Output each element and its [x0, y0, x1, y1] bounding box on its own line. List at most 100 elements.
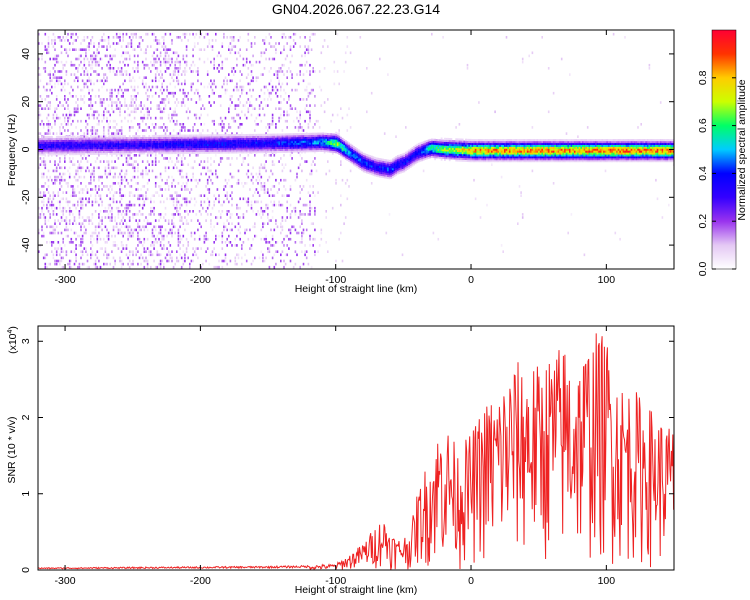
heatmap-cell — [137, 63, 139, 67]
heatmap-cell — [292, 137, 295, 140]
heatmap-cell — [245, 48, 248, 51]
heatmap-cell — [104, 107, 107, 110]
heatmap-cell — [187, 129, 189, 132]
heatmap-cell — [90, 107, 92, 110]
heatmap-cell — [171, 136, 173, 139]
heatmap-cell — [283, 139, 285, 142]
heatmap-cell — [182, 197, 185, 201]
heatmap-cell — [119, 36, 121, 39]
heatmap-cell — [47, 197, 50, 201]
heatmap-cell — [265, 256, 267, 260]
heatmap-cell — [288, 194, 290, 197]
heatmap-cell — [106, 141, 108, 144]
heatmap-cell — [197, 73, 199, 76]
heatmap-cell — [286, 139, 289, 142]
heatmap-cell — [52, 39, 55, 42]
heatmap-cell — [192, 70, 194, 73]
heatmap-cell — [46, 132, 48, 135]
heatmap-cell — [41, 160, 43, 163]
heatmap-cell — [86, 191, 89, 194]
heatmap-cell — [252, 79, 254, 83]
heatmap-cell — [124, 88, 126, 92]
heatmap-cell — [140, 150, 143, 153]
heatmap-cell — [299, 216, 301, 219]
heatmap-cell — [226, 194, 228, 197]
heatmap-cell — [210, 145, 212, 148]
heatmap-cell — [184, 146, 186, 149]
heatmap-cell — [128, 194, 131, 197]
heatmap-cell — [78, 152, 81, 156]
heatmap-cell — [205, 231, 207, 235]
heatmap-cell — [77, 104, 79, 107]
heatmap-cell — [96, 166, 99, 170]
heatmap-cell — [104, 250, 107, 253]
heatmap-cell — [125, 206, 128, 210]
heatmap-cell — [288, 142, 290, 145]
heatmap-cell — [221, 136, 224, 139]
heatmap-cell — [200, 265, 202, 269]
heatmap-cell — [234, 45, 237, 48]
heatmap-cell — [124, 70, 126, 73]
heatmap-cell — [101, 67, 103, 70]
heatmap-cell — [150, 210, 152, 213]
heatmap-cell — [273, 148, 276, 152]
heatmap-cell — [167, 60, 170, 64]
heatmap-cell — [158, 73, 160, 76]
heatmap-cell — [184, 157, 186, 160]
heatmap-cell — [85, 139, 87, 142]
heatmap-cell — [112, 141, 115, 144]
heatmap-cell — [70, 237, 73, 241]
heatmap-cell — [257, 175, 259, 179]
heatmap-cell — [257, 145, 259, 148]
heatmap-cell — [190, 219, 193, 222]
heatmap-cell — [268, 219, 271, 222]
heatmap-cell — [65, 200, 68, 204]
heatmap-cell — [65, 250, 68, 253]
heatmap-cell — [52, 139, 55, 142]
heatmap-cell — [203, 142, 206, 145]
heatmap-cell — [107, 137, 110, 140]
heatmap-cell — [280, 113, 282, 117]
heatmap-cell — [91, 169, 94, 173]
heatmap-cell — [68, 145, 71, 148]
heatmap-cell — [200, 98, 202, 101]
heatmap-cell — [224, 76, 227, 79]
heatmap-cell — [229, 136, 232, 139]
heatmap-cell — [161, 146, 164, 149]
heatmap-cell — [49, 241, 51, 244]
heatmap-cell — [153, 200, 155, 204]
heatmap-cell — [73, 163, 76, 166]
heatmap-cell — [236, 244, 238, 247]
heatmap-cell — [180, 142, 183, 145]
heatmap-cell — [115, 107, 118, 110]
heatmap-cell — [52, 151, 55, 154]
heatmap-cell — [185, 138, 188, 141]
heatmap-cell — [163, 140, 165, 143]
heatmap-cell — [232, 149, 235, 152]
heatmap-cell — [187, 149, 190, 153]
heatmap-cell — [88, 154, 90, 157]
heatmap-cell — [130, 101, 133, 104]
heatmap-cell — [167, 138, 170, 141]
heatmap-cell — [223, 123, 225, 126]
heatmap-cell — [158, 140, 160, 143]
heatmap-cell — [107, 67, 110, 70]
heatmap-cell — [153, 148, 156, 151]
heatmap-cell — [124, 98, 126, 101]
heatmap-cell — [218, 259, 220, 263]
heatmap-cell — [267, 88, 269, 92]
heatmap-cell — [143, 76, 146, 79]
heatmap-cell — [206, 136, 209, 139]
heatmap-cell — [200, 172, 202, 176]
heatmap-cell — [60, 151, 63, 154]
heatmap-cell — [94, 70, 97, 73]
heatmap-cell — [218, 147, 220, 150]
heatmap-cell — [158, 42, 160, 45]
heatmap-cell — [39, 194, 42, 197]
heatmap-cell — [86, 216, 89, 219]
heatmap-cell — [62, 145, 65, 148]
heatmap-cell — [260, 88, 263, 92]
heatmap-cell — [289, 148, 292, 151]
heatmap-cell — [218, 136, 220, 139]
